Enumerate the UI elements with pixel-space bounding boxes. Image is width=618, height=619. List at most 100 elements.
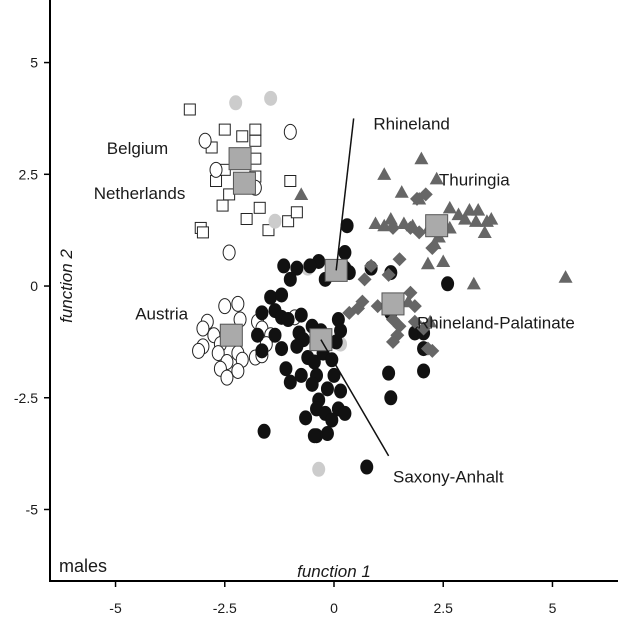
y-axis-title: function 2	[57, 249, 76, 323]
point-black-circle	[307, 428, 321, 444]
point-open-square	[183, 103, 196, 116]
point-diamond	[381, 267, 396, 282]
point-black-circle	[331, 312, 345, 328]
point-open-square	[249, 134, 262, 147]
annotation-rhineland: Rhineland	[373, 115, 450, 134]
point-open-circle	[209, 161, 223, 178]
annotation-saxony-anhalt: Saxony-Anhalt	[393, 468, 504, 487]
point-triangle	[412, 191, 427, 205]
point-triangle	[558, 270, 573, 283]
point-open-square	[290, 206, 303, 219]
point-triangle	[383, 211, 398, 225]
point-black-circle	[382, 365, 396, 381]
x-tick-label: 5	[549, 600, 557, 616]
centroid-belgium	[228, 147, 252, 171]
y-tick-label: 0	[30, 278, 38, 294]
point-open-circle	[283, 123, 297, 140]
point-open-square	[249, 123, 262, 136]
point-black-circle	[320, 426, 334, 442]
point-black-circle	[279, 361, 293, 377]
point-open-square	[196, 226, 209, 239]
axes	[49, 0, 618, 582]
point-black-circle	[251, 327, 265, 343]
point-black-circle	[303, 258, 317, 274]
annotation-netherlands: Netherlands	[94, 184, 186, 203]
point-black-circle	[334, 323, 348, 339]
y-tick-label: -5	[26, 501, 39, 517]
point-triangle	[414, 151, 429, 165]
point-triangle	[401, 294, 416, 308]
point-triangle	[396, 216, 411, 230]
point-diamond	[385, 334, 400, 349]
point-open-square	[284, 175, 297, 188]
point-black-circle	[294, 367, 308, 383]
annotation-belgium: Belgium	[107, 139, 168, 158]
point-black-circle	[325, 412, 339, 428]
point-triangle	[484, 211, 499, 225]
annotation-leader-line	[335, 118, 355, 271]
point-black-circle	[268, 327, 282, 343]
centroid-thuringia	[425, 214, 449, 238]
point-black-circle	[277, 258, 291, 274]
point-diamond	[355, 294, 370, 309]
point-open-circle	[198, 132, 212, 149]
point-black-circle	[294, 307, 308, 323]
point-black-circle	[417, 363, 431, 379]
point-diamond	[392, 252, 407, 267]
point-black-circle	[305, 376, 319, 392]
annotation-austria: Austria	[135, 305, 188, 324]
centroid-netherlands	[232, 171, 256, 195]
x-tick-label: -5	[109, 600, 122, 616]
point-open-square	[240, 212, 253, 225]
point-black-circle	[255, 343, 269, 359]
point-black-circle	[283, 271, 297, 287]
point-black-circle	[338, 245, 352, 261]
group-centroids	[219, 147, 449, 352]
point-black-circle	[329, 334, 343, 350]
x-tick-label: 0	[330, 600, 338, 616]
point-triangle	[471, 203, 486, 216]
point-gray-circle	[264, 90, 278, 106]
annotation-rhineland-palatinate: Rhineland-Palatinate	[417, 313, 575, 332]
point-triangle	[368, 216, 383, 230]
point-diamond	[342, 305, 357, 320]
point-open-square	[216, 199, 229, 212]
point-black-circle	[257, 423, 271, 439]
point-black-circle	[255, 305, 269, 321]
point-diamond	[403, 285, 418, 300]
point-black-circle	[441, 276, 455, 292]
x-tick-label: 2.5	[433, 600, 453, 616]
point-black-circle	[320, 381, 334, 397]
point-open-circle	[220, 369, 234, 386]
point-open-circle	[196, 320, 210, 337]
point-triangle	[377, 167, 392, 180]
point-triangle	[394, 185, 409, 198]
ticks: -5 -2.5 0 2.5 5 -5 -2.5 0 2.5 5	[14, 55, 557, 616]
annotation-thuringia: Thuringia	[439, 170, 510, 189]
point-gray-circle	[312, 461, 326, 477]
centroid-rhineland-palatinate	[381, 292, 405, 316]
point-open-circle	[211, 345, 225, 362]
point-triangle	[469, 214, 483, 227]
point-open-circle	[192, 342, 206, 359]
point-black-circle	[384, 390, 398, 406]
point-black-circle	[275, 341, 289, 357]
point-open-square	[282, 215, 295, 228]
point-black-circle	[283, 374, 297, 390]
point-triangle	[458, 211, 473, 225]
point-triangle	[377, 218, 392, 232]
point-diamond	[407, 314, 422, 329]
point-black-circle	[290, 260, 304, 276]
point-triangle	[429, 171, 444, 185]
point-diamond	[370, 299, 385, 314]
point-triangle	[477, 225, 492, 238]
point-triangle	[423, 314, 438, 328]
point-triangle	[466, 276, 481, 290]
point-triangle	[436, 254, 451, 268]
centroid-austria	[219, 323, 243, 347]
point-open-square	[262, 224, 275, 237]
y-tick-label: -2.5	[14, 390, 38, 406]
x-tick-label: -2.5	[213, 600, 237, 616]
point-open-circle	[222, 244, 236, 261]
